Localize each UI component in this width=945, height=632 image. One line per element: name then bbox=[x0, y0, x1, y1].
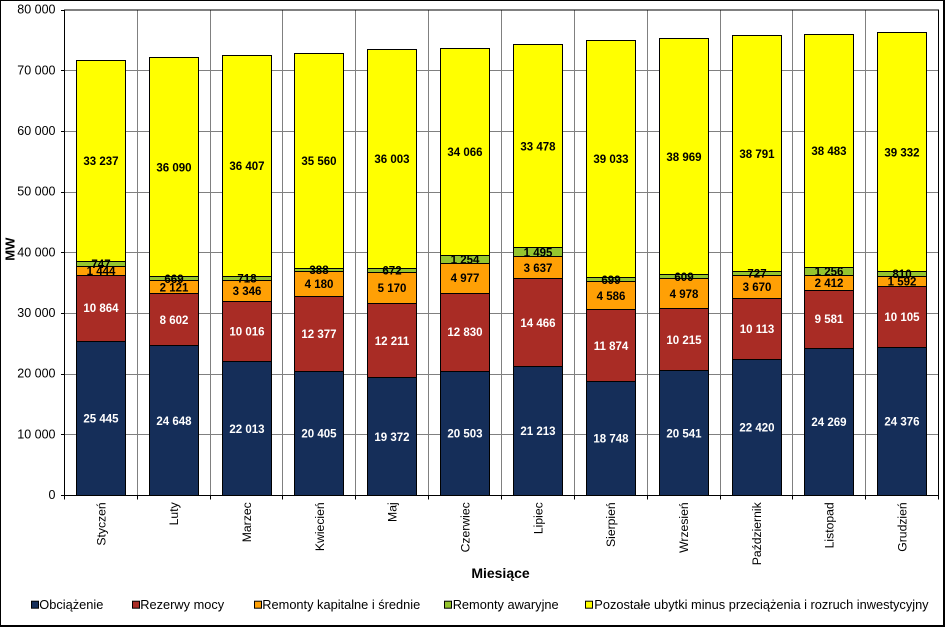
svg-text:3 637: 3 637 bbox=[524, 263, 553, 275]
svg-text:36 003: 36 003 bbox=[374, 154, 409, 166]
svg-text:Pozostałe ubytki minus przecią: Pozostałe ubytki minus przeciążenia i ro… bbox=[594, 597, 929, 612]
svg-text:39 033: 39 033 bbox=[593, 154, 628, 166]
svg-text:4 180: 4 180 bbox=[305, 279, 334, 291]
svg-text:20 405: 20 405 bbox=[301, 429, 337, 441]
svg-text:12 211: 12 211 bbox=[375, 336, 410, 348]
svg-text:36 090: 36 090 bbox=[156, 162, 191, 174]
svg-text:22 013: 22 013 bbox=[229, 424, 264, 436]
svg-text:24 376: 24 376 bbox=[884, 417, 919, 429]
svg-text:2 121: 2 121 bbox=[160, 282, 189, 294]
svg-text:1 256: 1 256 bbox=[815, 267, 844, 279]
svg-text:388: 388 bbox=[309, 265, 329, 277]
svg-text:672: 672 bbox=[382, 266, 401, 278]
svg-text:Marzec: Marzec bbox=[240, 502, 254, 542]
svg-text:70 000: 70 000 bbox=[17, 63, 55, 77]
svg-text:18 748: 18 748 bbox=[593, 434, 629, 446]
svg-text:3 670: 3 670 bbox=[743, 282, 772, 294]
svg-text:Styczeń: Styczeń bbox=[94, 502, 108, 546]
svg-text:12 377: 12 377 bbox=[301, 329, 336, 341]
svg-text:747: 747 bbox=[91, 259, 110, 271]
svg-text:810: 810 bbox=[892, 269, 911, 281]
svg-text:Wrzesień: Wrzesień bbox=[677, 502, 691, 553]
svg-text:14 466: 14 466 bbox=[520, 318, 555, 330]
svg-text:34 066: 34 066 bbox=[447, 147, 482, 159]
svg-text:Miesiące: Miesiące bbox=[471, 565, 530, 581]
svg-text:1 495: 1 495 bbox=[524, 248, 553, 260]
svg-text:Czerwiec: Czerwiec bbox=[458, 502, 472, 552]
svg-text:9 581: 9 581 bbox=[815, 314, 844, 326]
svg-text:10 000: 10 000 bbox=[17, 427, 55, 441]
svg-text:Październik: Październik bbox=[750, 501, 764, 565]
svg-text:10 113: 10 113 bbox=[740, 324, 775, 336]
svg-text:2 412: 2 412 bbox=[815, 278, 844, 290]
svg-text:36 407: 36 407 bbox=[229, 161, 264, 173]
svg-text:Listopad: Listopad bbox=[823, 502, 837, 548]
svg-text:22 420: 22 420 bbox=[739, 423, 774, 435]
svg-text:38 483: 38 483 bbox=[811, 146, 846, 158]
svg-text:10 215: 10 215 bbox=[666, 335, 702, 347]
svg-text:Obciążenie: Obciążenie bbox=[39, 597, 103, 612]
svg-text:38 969: 38 969 bbox=[666, 152, 701, 164]
svg-text:669: 669 bbox=[164, 274, 183, 286]
svg-text:60 000: 60 000 bbox=[17, 124, 55, 138]
svg-text:10 864: 10 864 bbox=[83, 303, 119, 315]
svg-text:39 332: 39 332 bbox=[884, 147, 919, 159]
svg-text:727: 727 bbox=[747, 269, 766, 281]
svg-text:50 000: 50 000 bbox=[17, 185, 55, 199]
svg-text:38 791: 38 791 bbox=[739, 149, 775, 161]
svg-text:Grudzień: Grudzień bbox=[895, 502, 909, 552]
svg-text:10 105: 10 105 bbox=[884, 312, 920, 324]
svg-text:20 541: 20 541 bbox=[666, 428, 702, 440]
svg-text:4 977: 4 977 bbox=[451, 273, 480, 285]
svg-text:3 346: 3 346 bbox=[233, 286, 262, 298]
svg-text:4 586: 4 586 bbox=[597, 291, 626, 303]
svg-text:12 830: 12 830 bbox=[447, 327, 482, 339]
svg-text:699: 699 bbox=[601, 275, 620, 287]
svg-text:718: 718 bbox=[237, 274, 257, 286]
svg-text:10 016: 10 016 bbox=[229, 327, 264, 339]
svg-text:33 237: 33 237 bbox=[83, 156, 118, 168]
svg-text:MW: MW bbox=[3, 237, 18, 261]
svg-text:20 000: 20 000 bbox=[17, 367, 55, 381]
svg-text:Remonty kapitalne i średnie: Remonty kapitalne i średnie bbox=[262, 597, 420, 612]
svg-text:25 445: 25 445 bbox=[83, 413, 119, 425]
svg-text:20 503: 20 503 bbox=[447, 428, 482, 440]
svg-text:8 602: 8 602 bbox=[160, 315, 189, 327]
svg-text:33 478: 33 478 bbox=[520, 141, 556, 153]
svg-text:5 170: 5 170 bbox=[378, 283, 407, 295]
svg-text:1 444: 1 444 bbox=[87, 266, 116, 278]
svg-text:24 269: 24 269 bbox=[811, 417, 846, 429]
svg-text:40 000: 40 000 bbox=[17, 245, 55, 259]
svg-text:Remonty awaryjne: Remonty awaryjne bbox=[453, 597, 559, 612]
svg-text:Luty: Luty bbox=[167, 501, 181, 525]
svg-text:Sierpień: Sierpień bbox=[604, 502, 618, 547]
svg-text:Kwiecień: Kwiecień bbox=[313, 502, 327, 551]
svg-text:0: 0 bbox=[49, 488, 56, 502]
svg-text:Rezerwy mocy: Rezerwy mocy bbox=[140, 597, 225, 612]
svg-text:1 254: 1 254 bbox=[451, 254, 480, 266]
svg-text:80 000: 80 000 bbox=[17, 3, 55, 17]
svg-text:21 213: 21 213 bbox=[520, 426, 555, 438]
svg-text:35 560: 35 560 bbox=[301, 156, 336, 168]
svg-text:609: 609 bbox=[674, 272, 693, 284]
svg-text:4 978: 4 978 bbox=[670, 289, 699, 301]
svg-text:Maj: Maj bbox=[386, 502, 400, 522]
svg-text:Lipiec: Lipiec bbox=[531, 502, 545, 534]
svg-text:1 592: 1 592 bbox=[888, 277, 917, 289]
svg-text:30 000: 30 000 bbox=[17, 306, 55, 320]
svg-text:19 372: 19 372 bbox=[374, 432, 409, 444]
svg-text:11 874: 11 874 bbox=[594, 341, 629, 353]
svg-text:24 648: 24 648 bbox=[156, 416, 192, 428]
